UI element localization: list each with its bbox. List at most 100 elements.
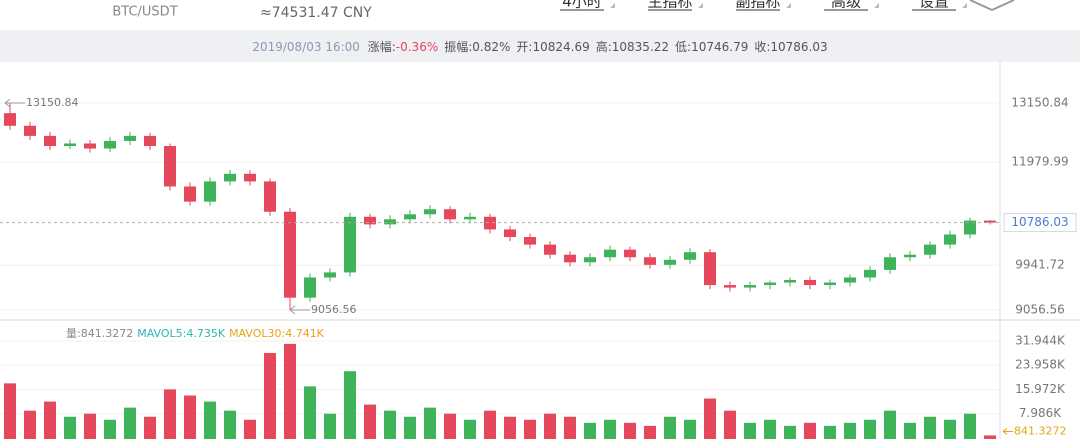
candle-body: [424, 209, 436, 215]
volume-bar: [444, 413, 456, 439]
volume-bar: [244, 419, 256, 439]
y-tick-label: 9056.56: [1015, 303, 1065, 317]
tab-arrow: [874, 3, 879, 8]
candle-body: [464, 216, 476, 220]
volume-bar: [184, 395, 196, 439]
tab[interactable]: 4小时: [562, 0, 602, 11]
info-value: 0.82%: [472, 40, 510, 54]
volume-bar: [504, 416, 516, 439]
candle-body: [44, 135, 56, 147]
volume-bar: [604, 419, 616, 439]
candle-body: [924, 244, 936, 255]
volume-bar: [924, 416, 936, 439]
volume-bar: [344, 371, 356, 439]
info-label: 高:: [596, 39, 612, 54]
candle-body: [564, 254, 576, 263]
volume-bar: [964, 413, 976, 439]
candle-body: [144, 135, 156, 147]
volume-bar: [124, 407, 136, 439]
candle-body: [864, 269, 876, 278]
y-tick-label: 23.958K: [1015, 358, 1066, 372]
volume-bar: [324, 413, 336, 439]
tab[interactable]: 高级: [831, 0, 861, 11]
candle-body: [364, 216, 376, 225]
info-value: -0.36%: [396, 40, 438, 54]
candle-body: [524, 237, 536, 245]
tab-arrow: [962, 3, 967, 8]
tab-arrow: [786, 3, 791, 8]
tab[interactable]: 主指标: [647, 0, 692, 11]
volume-bar: [584, 422, 596, 439]
candle-body: [384, 219, 396, 225]
candle-body: [164, 146, 176, 187]
volume-bar: [824, 425, 836, 439]
volume-bar: [204, 401, 216, 439]
candle-body: [284, 211, 296, 298]
volume-bar: [664, 416, 676, 439]
volume-bar: [844, 422, 856, 439]
candle-body: [4, 113, 16, 126]
info-label: 收:: [754, 40, 770, 54]
volume-bar: [884, 410, 896, 439]
cny-price: ≈74531.47 CNY: [260, 5, 372, 21]
volume-bar: [484, 410, 496, 439]
volume-arrow: [1002, 428, 1013, 435]
candle-body: [64, 143, 76, 147]
volume-bar: [224, 410, 236, 439]
volume-bar: [864, 419, 876, 439]
info-value: 10824.69: [532, 40, 589, 54]
candle-body: [844, 277, 856, 283]
info-value: 10746.79: [691, 40, 748, 54]
candle-body: [724, 285, 736, 288]
close-icon[interactable]: [991, 0, 1015, 11]
current-price: 10786.03: [1011, 215, 1068, 229]
low-annotation: 9056.56: [311, 303, 357, 316]
pair: BTC/USDT: [112, 5, 177, 20]
close-icon[interactable]: [969, 0, 993, 11]
y-tick-label: 13150.84: [1011, 96, 1068, 110]
volume-bar: [404, 416, 416, 439]
candle-body: [704, 252, 716, 286]
current-price-box: [1003, 213, 1077, 233]
y-tick-label: 15.972K: [1015, 382, 1066, 396]
candle-body: [244, 173, 256, 182]
info-label: 开:: [516, 40, 532, 54]
candle-body: [644, 257, 656, 265]
volume-bar: [544, 413, 556, 439]
info-label: 低:: [675, 40, 691, 54]
candle-body: [24, 125, 36, 136]
candle-body: [124, 135, 136, 141]
candle-body: [904, 254, 916, 258]
volume-bar: [384, 410, 396, 439]
volume-bar: [564, 416, 576, 439]
volume-bar: [4, 383, 16, 439]
annotation-arrow: [4, 98, 25, 108]
candle-body: [944, 234, 956, 245]
volume-legend: 量:841.3272 MAVOL5:4.735K MAVOL30:4.741K: [66, 327, 325, 340]
volume-bar: [644, 425, 656, 439]
candle-body: [604, 249, 616, 258]
volume-bar: [944, 419, 956, 439]
mavol5: MAVOL5:4.735K: [137, 327, 226, 340]
tab[interactable]: 副指标: [735, 0, 780, 11]
volume-bar: [164, 389, 176, 439]
volume-label: 量:: [66, 327, 81, 340]
candle-body: [624, 249, 636, 258]
volume-bar: [464, 419, 476, 439]
volume-bar: [524, 419, 536, 439]
candle-body: [324, 272, 336, 278]
candle-body: [764, 282, 776, 286]
y-tick-label: 31.944K: [1015, 333, 1066, 347]
candle-body: [824, 282, 836, 286]
candle-body: [84, 143, 96, 149]
tab[interactable]: 设置: [919, 0, 949, 11]
candle-body: [304, 277, 316, 298]
candle-body: [484, 216, 496, 230]
volume-bar: [64, 416, 76, 439]
current-volume: 841.3272: [1014, 424, 1067, 437]
candle-body: [804, 279, 816, 286]
info-line: 2019/08/03 16:00 涨幅:-0.36% 振幅:0.82% 开:1082…: [252, 39, 827, 54]
annotation-arrow: [289, 305, 310, 315]
volume-bar: [84, 413, 96, 439]
